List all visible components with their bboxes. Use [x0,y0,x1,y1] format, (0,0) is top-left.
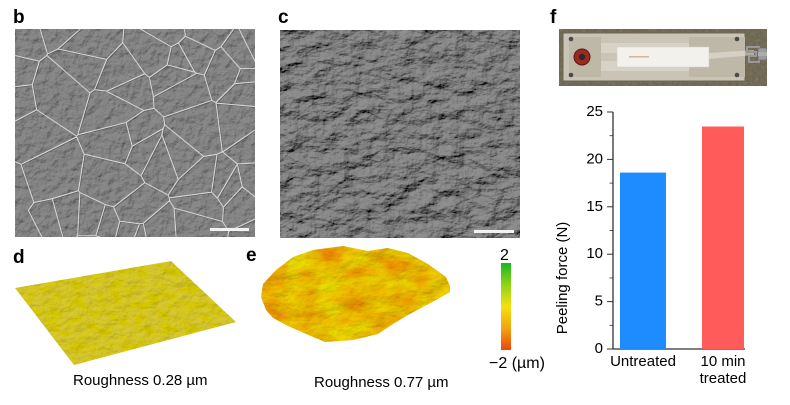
svg-text:0: 0 [595,340,603,357]
svg-text:Untreated: Untreated [610,353,676,370]
svg-text:10: 10 [586,245,603,262]
svg-text:10 min: 10 min [700,353,745,370]
svg-text:Peeling force (N): Peeling force (N) [554,222,571,335]
svg-text:15: 15 [586,198,603,215]
svg-text:treated: treated [700,370,747,387]
svg-text:5: 5 [595,293,603,310]
svg-text:20: 20 [586,150,603,167]
svg-text:25: 25 [586,103,603,120]
